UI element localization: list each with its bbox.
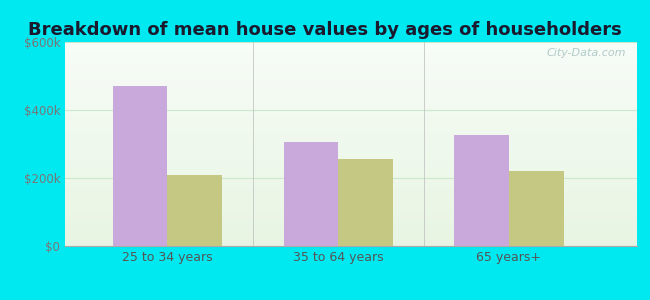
- Bar: [338, 159, 393, 246]
- Bar: [454, 136, 509, 246]
- Bar: [113, 86, 168, 246]
- Bar: [283, 142, 338, 246]
- Text: Breakdown of mean house values by ages of householders: Breakdown of mean house values by ages o…: [28, 21, 622, 39]
- Text: City-Data.com: City-Data.com: [546, 48, 625, 58]
- Bar: [509, 171, 564, 246]
- Bar: [168, 175, 222, 246]
